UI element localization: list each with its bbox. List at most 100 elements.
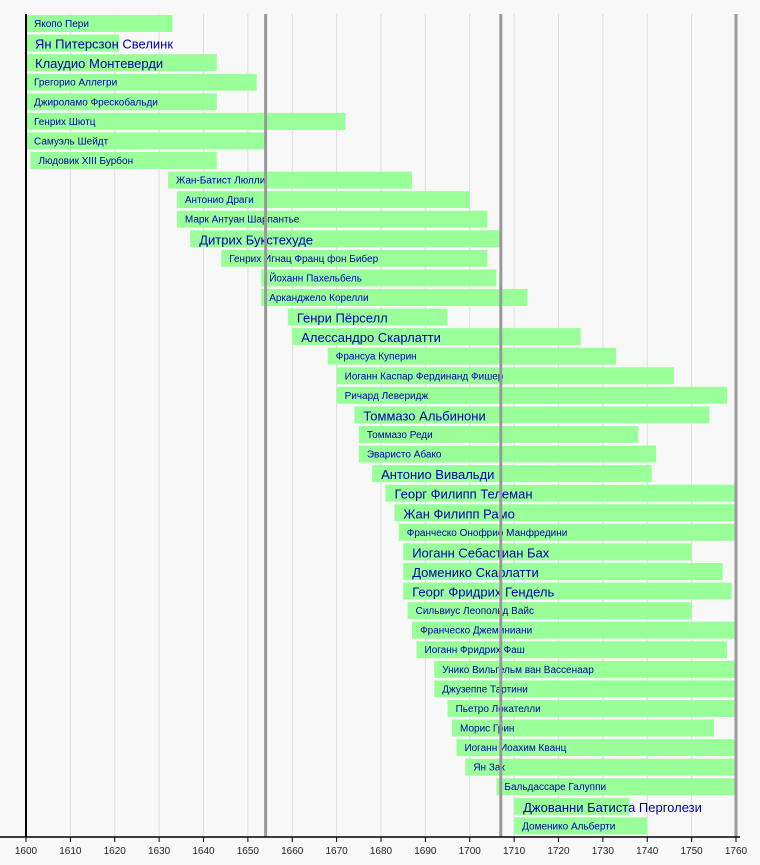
bar-20 <box>336 386 728 404</box>
bar-label: Франческо Онофрио Манфредини <box>407 527 568 539</box>
bar-label: Эваристо Абако <box>367 449 442 461</box>
x-tick-label: 1600 <box>15 846 38 857</box>
x-tick-label: 1740 <box>636 846 659 857</box>
bar-38 <box>456 739 736 757</box>
x-tick-label: 1720 <box>547 846 570 857</box>
bar-label: Франсуа Куперин <box>336 352 417 363</box>
bar-label: Морис Грин <box>460 724 514 735</box>
bar-26 <box>394 504 736 522</box>
bar-30 <box>403 582 732 600</box>
bar-label: Джузеппе Тартини <box>442 684 528 695</box>
bar-label: Антонио Вивальди <box>381 467 494 482</box>
x-tick-label: 1650 <box>237 846 260 857</box>
bar-label: Иоганн Каспар Фердинанд Фишер <box>345 371 504 382</box>
bar-36 <box>447 699 736 717</box>
bar-37 <box>452 719 714 737</box>
bar-22 <box>358 425 639 443</box>
bar-15 <box>261 288 528 306</box>
bar-16 <box>287 308 448 326</box>
bar-34 <box>434 660 736 678</box>
bar-10 <box>176 191 470 209</box>
bar-label: Генрих Игнац Франц фон Бибер <box>229 253 378 265</box>
bar-label: Доменико Альберти <box>522 820 615 832</box>
bar-label: Жан-Батист Люлли <box>176 176 265 187</box>
bar-4 <box>26 73 257 91</box>
x-tick-label: 1690 <box>414 846 437 857</box>
bar-label: Йоханн Пахельбель <box>269 271 362 284</box>
bar-24 <box>372 465 652 483</box>
bar-label: Джованни Батиста Перголези <box>523 800 702 815</box>
bar-21 <box>354 406 710 424</box>
bar-label: Бальдассаре Галуппи <box>504 782 606 793</box>
x-tick-label: 1660 <box>281 846 304 857</box>
x-tick-label: 1670 <box>326 846 349 857</box>
bar-label: Клаудио Монтеверди <box>35 56 163 71</box>
bar-label: Сильвиус Леопольд Вайс <box>416 606 534 617</box>
bar-11 <box>176 210 488 228</box>
x-tick-label: 1630 <box>148 846 171 857</box>
bar-23 <box>358 445 657 463</box>
bar-3 <box>26 54 217 72</box>
bar-label: Якопо Пери <box>34 19 89 30</box>
x-tick-label: 1610 <box>59 846 82 857</box>
bar-label: Джироламо Фрескобальди <box>34 96 158 108</box>
bar-label: Иоганн Иоахим Кванц <box>464 743 566 754</box>
bar-28 <box>403 543 692 561</box>
bar-7 <box>26 132 266 150</box>
bar-17 <box>292 328 581 346</box>
x-tick-label: 1620 <box>104 846 127 857</box>
bar-label: Ричард Леверидж <box>345 391 429 402</box>
bar-14 <box>261 269 497 287</box>
bar-35 <box>434 680 736 698</box>
bar-1 <box>26 15 173 32</box>
x-tick-label: 1700 <box>459 846 482 857</box>
bar-8 <box>30 151 217 169</box>
bar-label: Грегорио Аллегри <box>34 78 117 89</box>
bar-2 <box>26 34 120 52</box>
bar-label: Георг Филипп Телеман <box>394 487 532 502</box>
bar-13 <box>221 249 488 267</box>
x-tick-label: 1680 <box>370 846 393 857</box>
bar-label: Унико Вильгельм ван Вассенаар <box>442 665 594 676</box>
bar-label: Георг Фридрих Гендель <box>412 585 554 600</box>
bar-33 <box>416 641 728 659</box>
bar-label: Франческо Джеминиани <box>420 626 532 637</box>
bar-label: Иоганн Себастиан Бах <box>412 545 550 560</box>
bar-label: Жан Филипп Рамо <box>403 506 515 521</box>
x-tick-label: 1640 <box>192 846 215 857</box>
bar-label: Антонио Драги <box>185 195 254 206</box>
bar-label: Генрих Шютц <box>34 117 96 128</box>
bar-41 <box>514 797 630 815</box>
x-tick-label: 1730 <box>592 846 615 857</box>
bar-18 <box>327 347 617 365</box>
bar-9 <box>168 171 413 189</box>
bar-label: Людовик XIII Бурбон <box>38 155 133 167</box>
bar-label: Ян Питерсзон Свелинк <box>35 37 173 52</box>
x-tick-label: 1760 <box>725 846 748 857</box>
bar-25 <box>385 484 736 502</box>
bar-12 <box>190 230 501 248</box>
bar-label: Доменико Скарлатти <box>412 565 539 580</box>
bar-39 <box>465 758 736 776</box>
x-tick-label: 1750 <box>681 846 704 857</box>
bar-label: Марк Антуан Шарпантье <box>185 215 300 226</box>
bar-label: Томмазо Реди <box>367 430 433 441</box>
bar-32 <box>412 621 736 639</box>
bar-label: Ян Зак <box>473 763 505 774</box>
bar-label: Арканджело Корелли <box>269 293 368 304</box>
bar-42 <box>514 817 648 835</box>
bar-label: Дитрих Букстехуде <box>199 232 313 247</box>
bar-label: Томмазо Альбинони <box>363 408 485 423</box>
bar-29 <box>403 562 723 580</box>
bar-5 <box>26 93 217 111</box>
x-tick-label: 1710 <box>503 846 526 857</box>
bar-label: Иоганн Фридрих Фаш <box>425 645 525 656</box>
bar-label: Генри Пёрселл <box>297 311 388 326</box>
bar-label: Алессандро Скарлатти <box>301 330 441 345</box>
bar-19 <box>336 367 674 385</box>
bar-31 <box>407 602 692 620</box>
bar-label: Самуэль Шейдт <box>34 136 109 147</box>
bar-label: Пьетро Локателли <box>456 704 541 715</box>
